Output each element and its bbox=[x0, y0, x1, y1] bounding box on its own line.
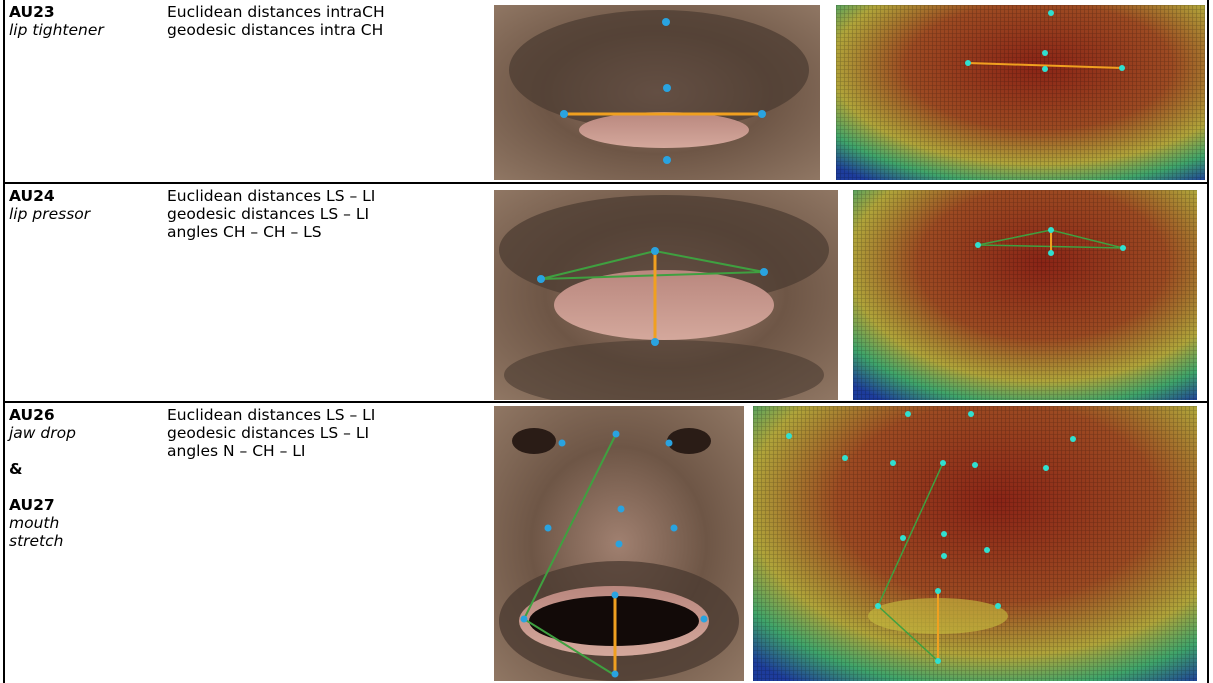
measures-cell: Euclidean distances LS – LI geodesic dis… bbox=[167, 406, 459, 460]
photo bbox=[494, 5, 820, 180]
mesh-image bbox=[853, 190, 1197, 400]
measure: geodesic distances LS – LI bbox=[167, 424, 459, 442]
au-code: AU23 bbox=[9, 3, 159, 21]
au-code: AU27 bbox=[9, 496, 159, 514]
au-code: AU24 bbox=[9, 187, 159, 205]
photo bbox=[494, 190, 838, 400]
mesh-image bbox=[836, 5, 1205, 180]
au-code: AU26 bbox=[9, 406, 159, 424]
measure: geodesic distances intra CH bbox=[167, 21, 452, 39]
au-name: lip tightener bbox=[9, 21, 104, 39]
photo bbox=[494, 406, 744, 681]
au-name: jaw drop bbox=[9, 424, 104, 442]
measure: Euclidean distances LS – LI bbox=[167, 187, 442, 205]
mesh-image bbox=[753, 406, 1197, 681]
connector: & bbox=[9, 460, 159, 478]
au-cell: AU23 lip tightener bbox=[9, 3, 159, 39]
measure: Euclidean distances LS – LI bbox=[167, 406, 442, 424]
measure: angles CH – CH – LS bbox=[167, 223, 459, 241]
measure: Euclidean distances intraCH bbox=[167, 3, 407, 21]
au-cell: AU26 jaw drop & AU27 mouth stretch bbox=[9, 406, 159, 550]
measure: geodesic distances LS – LI bbox=[167, 205, 459, 223]
measures-cell: Euclidean distances LS – LI geodesic dis… bbox=[167, 187, 459, 241]
au-name: lip pressor bbox=[9, 205, 149, 223]
page: AU23 lip tightener Euclidean distances i… bbox=[0, 0, 1213, 683]
measure: angles N – CH – LI bbox=[167, 442, 459, 460]
au-name: mouth stretch bbox=[9, 514, 104, 550]
au-cell: AU24 lip pressor bbox=[9, 187, 159, 223]
measures-cell: Euclidean distances intraCH geodesic dis… bbox=[167, 3, 459, 39]
